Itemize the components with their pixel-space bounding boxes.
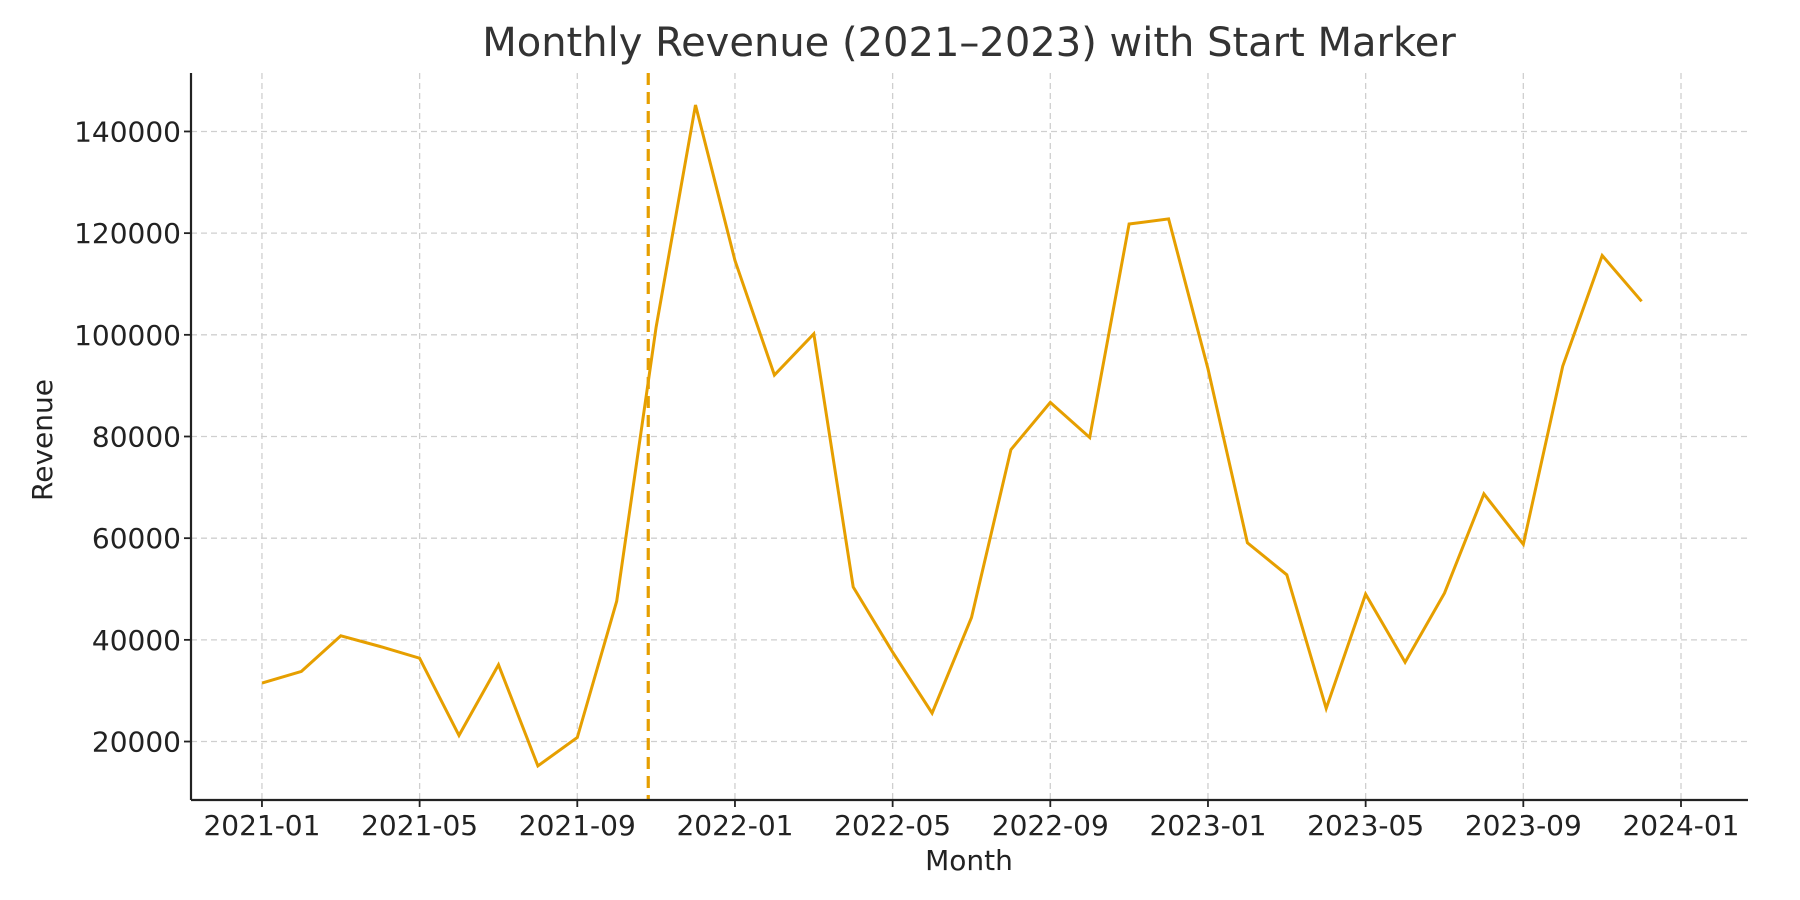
y-tick-label: 140000: [74, 115, 181, 148]
x-tick-label: 2021-05: [361, 809, 478, 842]
x-tick-label: 2023-09: [1465, 809, 1582, 842]
y-tick-label: 20000: [92, 726, 181, 759]
grid: [191, 73, 1748, 800]
x-tick-label: 2021-01: [203, 809, 320, 842]
x-ticks: 2021-01 2021-05 2021-09 2022-01 2022-05 2022-…: [203, 800, 1739, 842]
y-ticks: 20000 40000 60000 80000 100000 120000 140000: [74, 115, 191, 759]
x-tick-label: 2023-01: [1149, 809, 1266, 842]
y-tick-label: 100000: [74, 319, 181, 352]
series-layer: [261, 104, 1643, 769]
x-tick-label: 2022-05: [834, 809, 951, 842]
y-tick-label: 40000: [92, 624, 181, 657]
x-tick-label: 2023-05: [1307, 809, 1424, 842]
y-tick-label: 80000: [92, 421, 181, 454]
y-tick-label: 120000: [74, 217, 181, 250]
x-tick-label: 2022-09: [992, 809, 1109, 842]
revenue-series-line: [261, 104, 1643, 769]
x-tick-label: 2024-01: [1622, 809, 1739, 842]
x-tick-label: 2021-09: [519, 809, 636, 842]
y-axis-label: Revenue: [26, 379, 59, 501]
x-axis-label: Month: [925, 844, 1013, 877]
y-tick-label: 60000: [92, 522, 181, 555]
x-tick-label: 2022-01: [676, 809, 793, 842]
chart-title: Monthly Revenue (2021–2023) with Start M…: [482, 20, 1456, 66]
